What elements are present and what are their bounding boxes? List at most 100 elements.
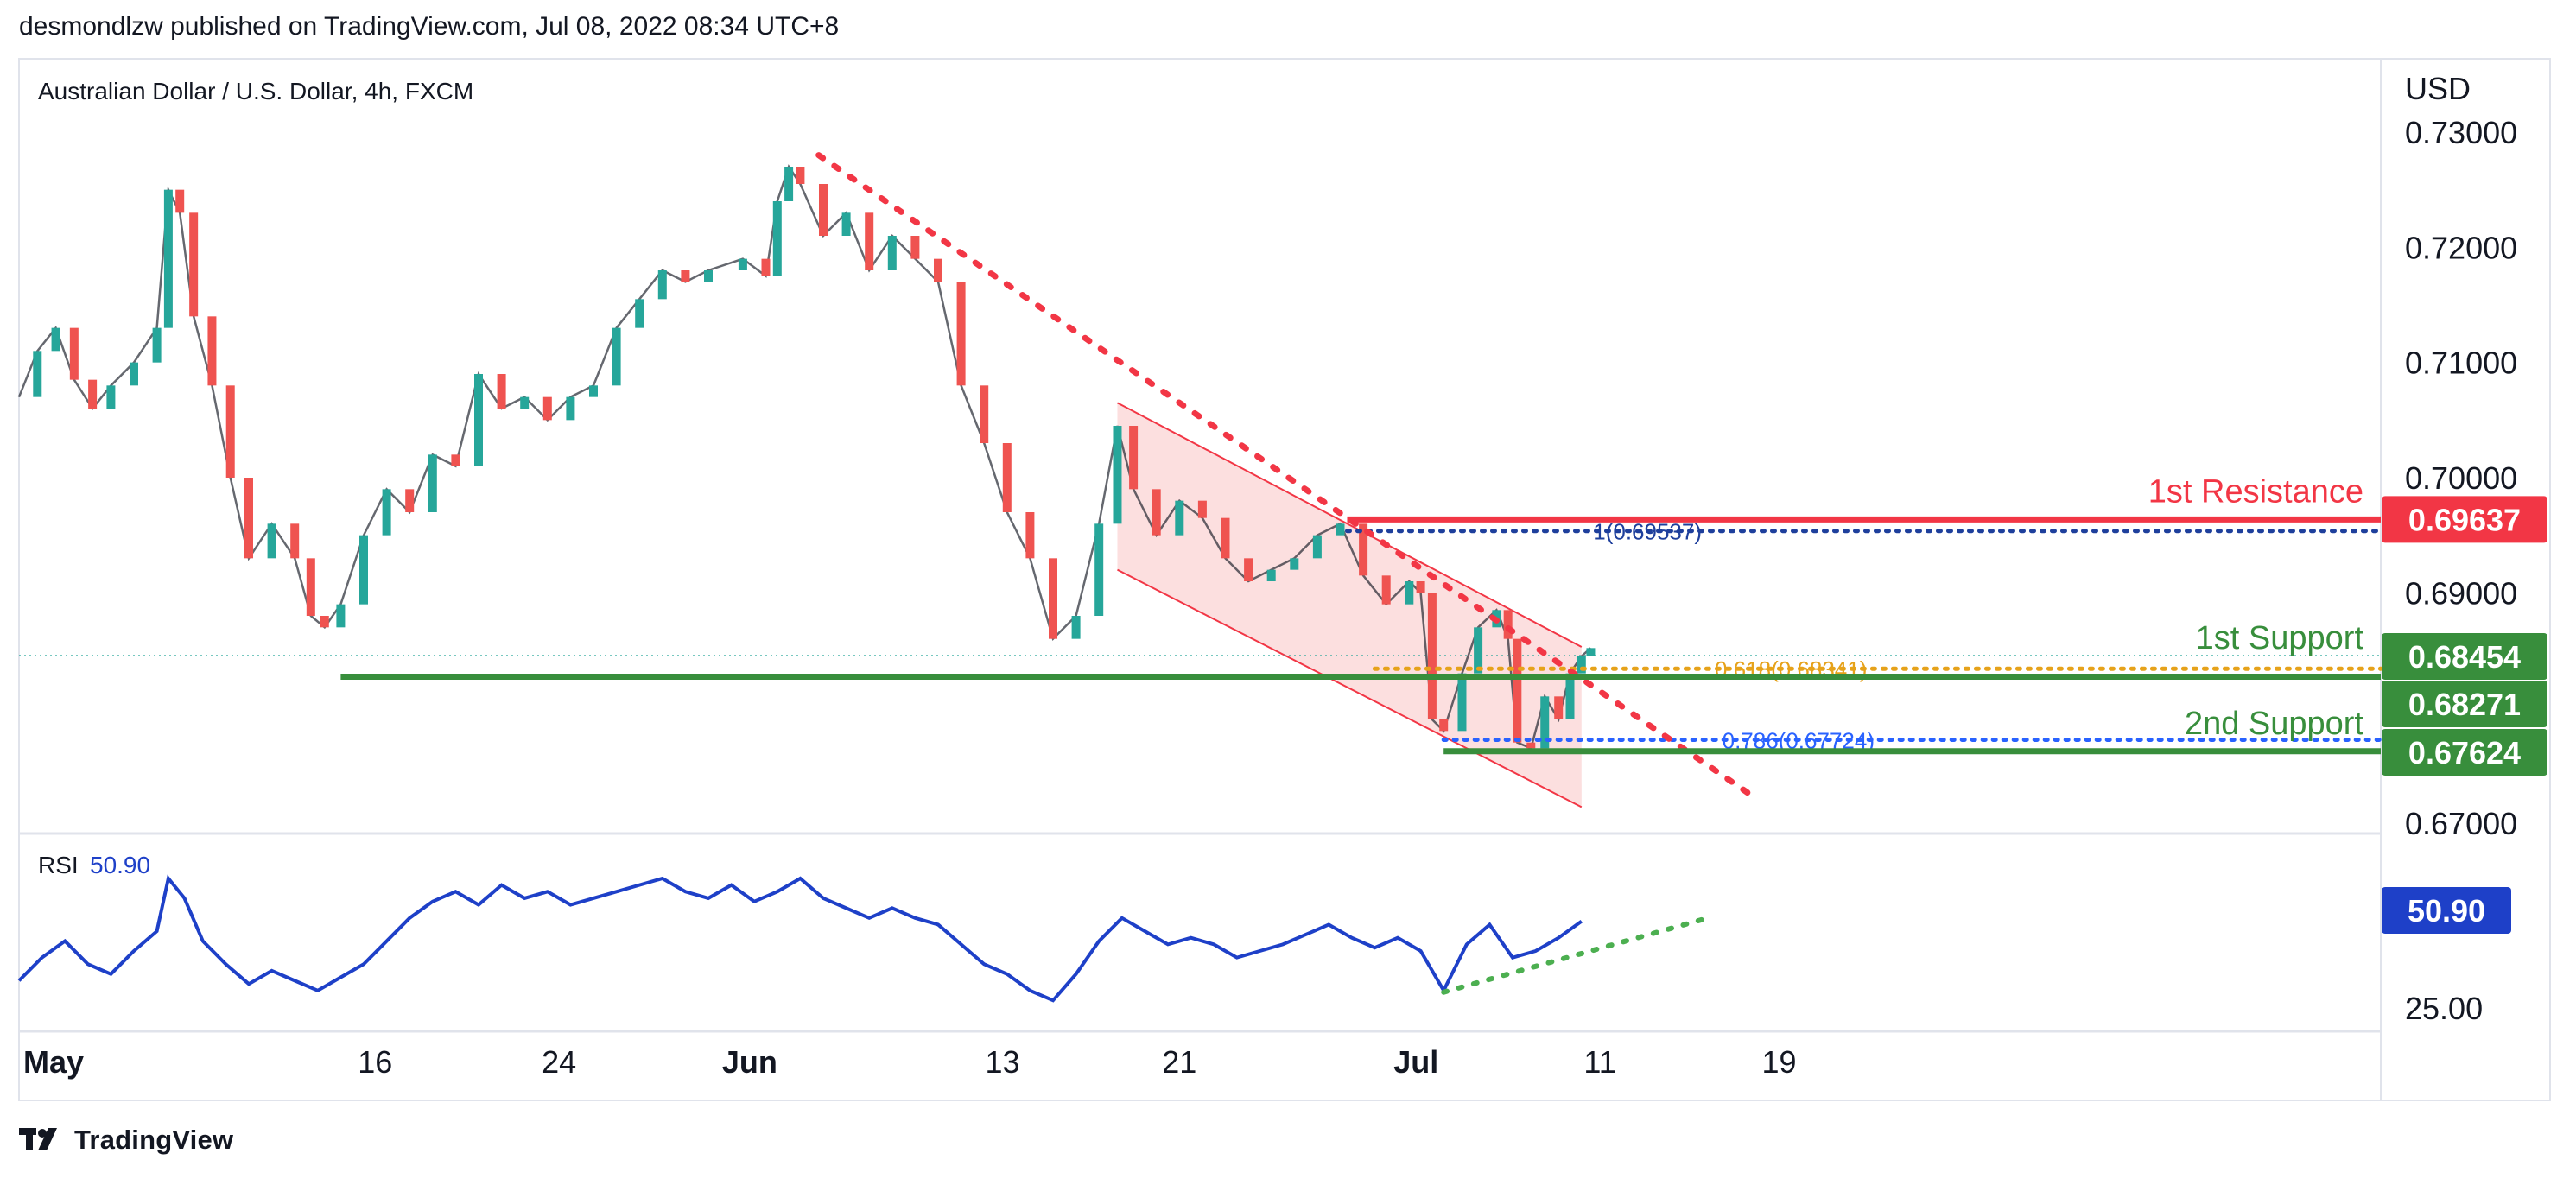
price-candle-69 bbox=[1439, 719, 1449, 732]
time-tick-8: 19 bbox=[1762, 1044, 1797, 1080]
time-tick-5: 21 bbox=[1162, 1044, 1196, 1080]
first-support-label: 1st Support bbox=[2196, 620, 2364, 656]
price-candle-28 bbox=[566, 396, 575, 421]
price-candle-12 bbox=[225, 385, 235, 478]
price-tick-3: 0.70000 bbox=[2405, 460, 2517, 496]
price-tick-4: 0.69000 bbox=[2405, 575, 2517, 611]
price-candle-3 bbox=[69, 327, 79, 380]
time-tick-4: 13 bbox=[985, 1044, 1019, 1080]
price-candle-31 bbox=[635, 299, 644, 328]
price-candle-77 bbox=[1554, 696, 1564, 719]
rsi-label: RSI bbox=[38, 852, 79, 878]
price-candle-56 bbox=[1175, 500, 1184, 536]
rsi-axis-tick: 25.00 bbox=[2405, 991, 2483, 1026]
rsi-series bbox=[17, 874, 1583, 1003]
fibonacci-levels: 1(0.69537)0.618(0.68341)0.786(0.67724) bbox=[1344, 519, 2383, 753]
price-candle-30 bbox=[612, 327, 621, 386]
price-candle-15 bbox=[290, 523, 300, 559]
price-candle-26 bbox=[520, 396, 530, 409]
price-tick-0: 0.73000 bbox=[2405, 115, 2517, 150]
price-candle-8 bbox=[163, 189, 173, 328]
price-candle-41 bbox=[841, 212, 851, 236]
resistance-price-badge: 0.69637 bbox=[2382, 496, 2547, 543]
second-support-price-badge: 0.67624 bbox=[2382, 729, 2547, 776]
price-candle-47 bbox=[980, 385, 989, 443]
price-candle-10 bbox=[189, 212, 199, 317]
price-candle-9 bbox=[175, 189, 185, 213]
price-candle-22 bbox=[428, 454, 437, 512]
rsi-value-label: 50.90 bbox=[90, 852, 150, 878]
current-price-badge: 0.68454 bbox=[2382, 633, 2547, 680]
price-candle-43 bbox=[887, 236, 897, 270]
channel-upper-line bbox=[1117, 402, 1583, 648]
resistance-label: 1st Resistance bbox=[2148, 473, 2363, 510]
price-candle-74 bbox=[1513, 638, 1522, 743]
price-candle-60 bbox=[1266, 569, 1276, 581]
price-tick-2: 0.71000 bbox=[2405, 345, 2517, 381]
svg-text:0.69637: 0.69637 bbox=[2408, 502, 2521, 537]
price-candle-73 bbox=[1503, 610, 1513, 639]
price-candle-57 bbox=[1197, 500, 1207, 518]
price-candle-51 bbox=[1071, 616, 1081, 639]
price-candle-63 bbox=[1336, 523, 1345, 536]
price-candle-2 bbox=[51, 327, 60, 352]
price-candle-58 bbox=[1221, 517, 1230, 559]
price-candle-24 bbox=[474, 374, 483, 466]
price-candle-42 bbox=[865, 212, 874, 270]
publisher-header: desmondlzw published on TradingView.com,… bbox=[19, 12, 840, 41]
price-markers bbox=[33, 167, 1596, 749]
price-candle-45 bbox=[934, 258, 942, 282]
price-candle-65 bbox=[1381, 575, 1391, 605]
price-candle-11 bbox=[207, 316, 217, 386]
price-candle-64 bbox=[1359, 523, 1368, 576]
price-candle-78 bbox=[1565, 673, 1575, 719]
price-candle-14 bbox=[267, 523, 276, 559]
price-candle-4 bbox=[88, 379, 98, 409]
tradingview-brand: TradingView bbox=[74, 1125, 234, 1155]
price-candle-39 bbox=[796, 167, 805, 184]
price-candle-49 bbox=[1025, 512, 1035, 559]
price-candle-66 bbox=[1405, 581, 1414, 605]
price-candle-52 bbox=[1094, 523, 1104, 616]
rsi-value-badge: 50.90 bbox=[2382, 887, 2511, 934]
time-tick-3: Jun bbox=[722, 1044, 777, 1080]
downtrend-line bbox=[815, 152, 1762, 803]
rsi-support-trendline bbox=[1441, 915, 1711, 995]
currency-label: USD bbox=[2405, 71, 2471, 106]
price-candle-5 bbox=[106, 385, 116, 409]
price-candle-76 bbox=[1540, 696, 1550, 749]
price-candle-25 bbox=[497, 374, 506, 409]
price-candle-13 bbox=[244, 478, 253, 559]
price-candle-36 bbox=[761, 258, 771, 276]
time-tick-0: May bbox=[23, 1044, 84, 1080]
time-axis[interactable]: May 16 24 Jun 13 21 Jul 11 19 bbox=[23, 1044, 1797, 1080]
price-candle-18 bbox=[336, 604, 346, 628]
time-tick-1: 16 bbox=[358, 1044, 392, 1080]
price-candle-67 bbox=[1416, 581, 1425, 593]
time-tick-6: Jul bbox=[1393, 1044, 1438, 1080]
price-tick-1: 0.72000 bbox=[2405, 230, 2517, 265]
price-candle-50 bbox=[1049, 558, 1057, 639]
price-candle-7 bbox=[152, 327, 162, 363]
time-tick-7: 11 bbox=[1583, 1044, 1615, 1080]
price-candle-32 bbox=[657, 270, 667, 300]
price-candle-35 bbox=[738, 258, 747, 270]
fib-label-0: 1(0.69537) bbox=[1593, 519, 1702, 545]
price-candle-53 bbox=[1113, 426, 1122, 524]
price-candle-40 bbox=[819, 184, 828, 236]
tradingview-footer[interactable]: TradingView bbox=[19, 1123, 233, 1157]
price-candle-70 bbox=[1457, 673, 1467, 732]
svg-text:0.68271: 0.68271 bbox=[2408, 687, 2521, 722]
price-candle-61 bbox=[1290, 558, 1299, 570]
price-candle-20 bbox=[382, 489, 391, 536]
price-candle-55 bbox=[1152, 489, 1161, 536]
price-candle-21 bbox=[405, 489, 415, 512]
price-candle-38 bbox=[784, 167, 794, 201]
tradingview-logo-icon bbox=[19, 1128, 57, 1150]
price-candle-23 bbox=[451, 454, 460, 466]
second-support-label: 2nd Support bbox=[2185, 706, 2363, 742]
price-candle-16 bbox=[306, 558, 315, 616]
price-axis[interactable]: 0.73000 0.72000 0.71000 0.70000 0.69000 0.670… bbox=[2405, 115, 2517, 841]
price-candle-54 bbox=[1129, 426, 1139, 490]
